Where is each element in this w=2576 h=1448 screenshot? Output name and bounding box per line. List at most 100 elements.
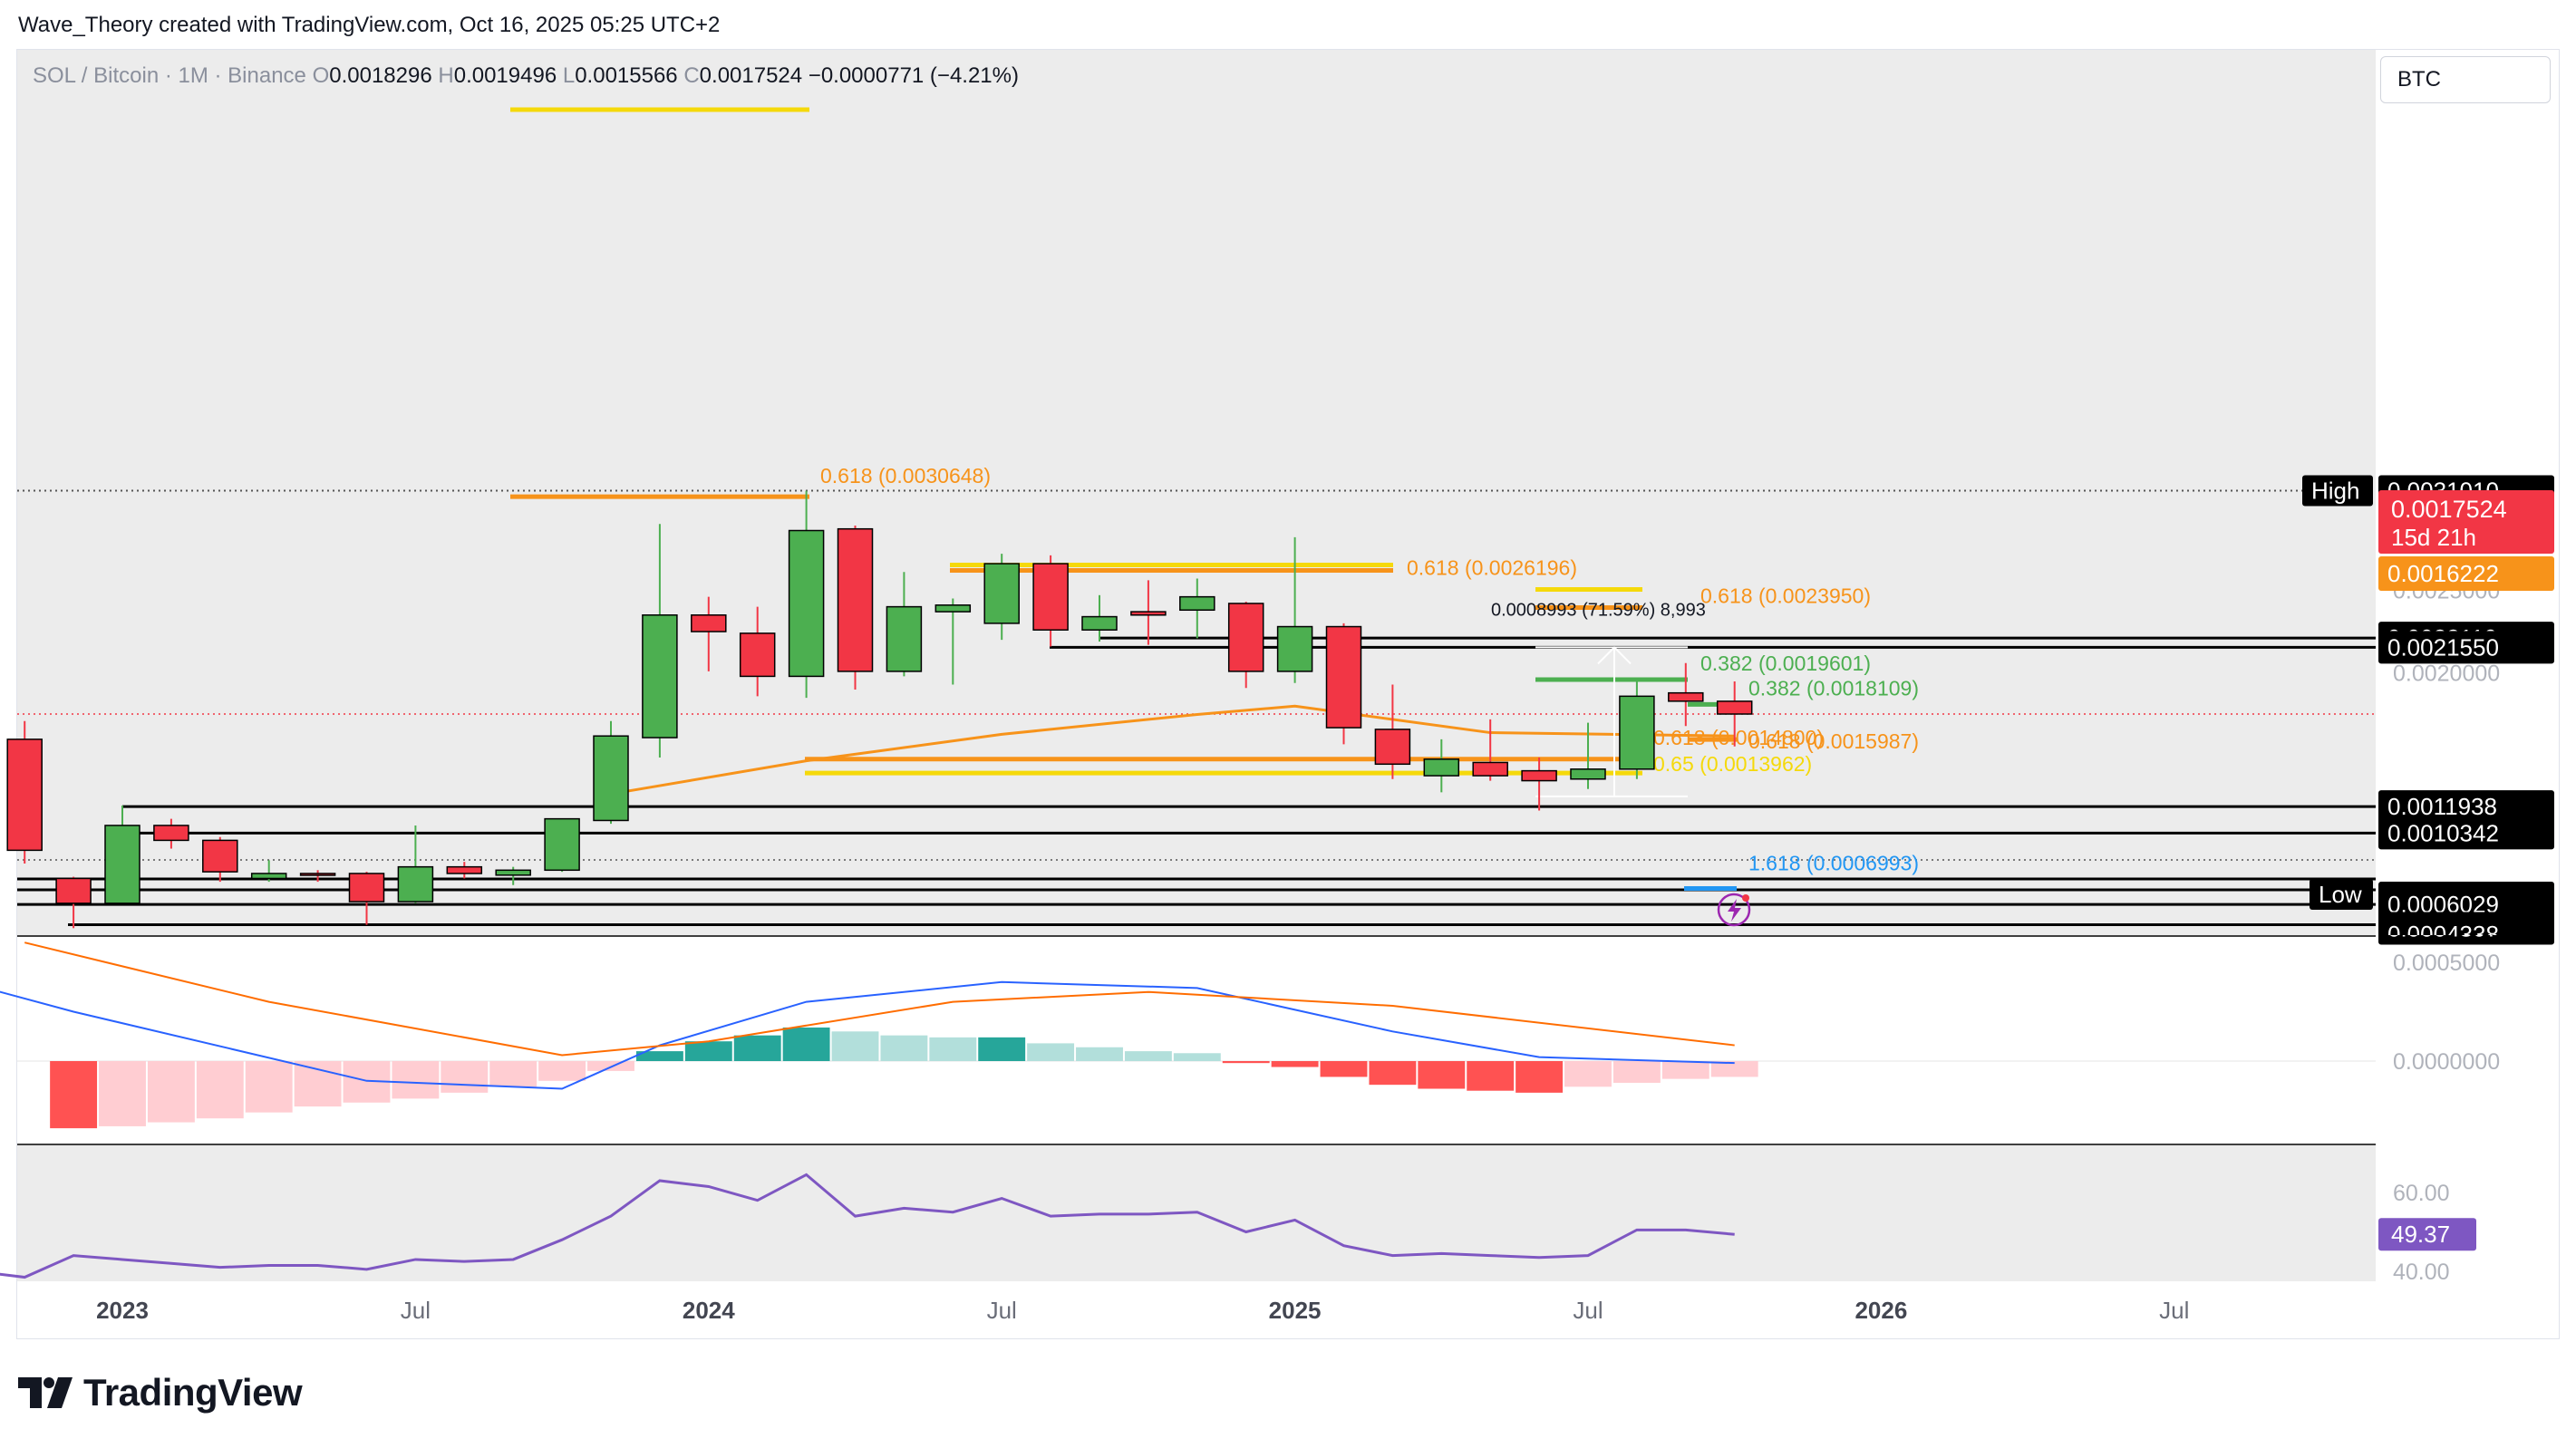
candle-body[interactable] — [1032, 563, 1069, 631]
macd-histogram-bar — [1173, 1053, 1221, 1061]
candle-body[interactable] — [544, 817, 580, 872]
candle-body[interactable] — [691, 613, 727, 632]
candle-body[interactable] — [837, 527, 874, 672]
axes: 0.00300000.00250000.0020000High0.0031010… — [17, 475, 2554, 1324]
open-label: O — [312, 63, 330, 88]
macd-histogram-bar — [50, 1061, 98, 1129]
candle-body[interactable] — [1423, 758, 1460, 777]
current-price-tag[interactable] — [2378, 490, 2554, 554]
price-pane[interactable]: 0.618 (0.0030648) 0.618 (0.0026196) 0.618 … — [6, 107, 2376, 929]
macd-line[interactable] — [0, 972, 1735, 1090]
open-value: 0.0018296 — [329, 63, 432, 88]
lightning-icon[interactable] — [1717, 893, 1751, 927]
price-tag[interactable] — [2378, 556, 2554, 591]
candle-body[interactable] — [1668, 691, 1704, 702]
candle-body[interactable] — [983, 563, 1020, 624]
tradingview-logo[interactable]: TradingView — [18, 1370, 303, 1415]
price-tag[interactable] — [2378, 816, 2554, 850]
candle-body[interactable] — [104, 825, 140, 904]
candle-body[interactable] — [1081, 615, 1118, 631]
macd-histogram-bar — [782, 1027, 830, 1061]
time-axis-label: 2024 — [683, 1297, 735, 1324]
candle-body[interactable] — [642, 613, 678, 738]
macd-histogram-bar — [1271, 1061, 1319, 1067]
candle-body[interactable] — [153, 825, 189, 842]
fib-level-label: 0.618 (0.0026196) — [1407, 555, 1577, 579]
macd-histogram-bar — [441, 1061, 489, 1093]
candle-body[interactable] — [1374, 729, 1411, 766]
measure-arrowhead — [1597, 645, 1632, 665]
price-axis-tick: 0.0020000 — [2393, 661, 2500, 687]
candle-body[interactable] — [250, 873, 287, 880]
candle-body[interactable] — [202, 839, 238, 873]
macd-histogram-bar — [1027, 1043, 1075, 1061]
candle-body[interactable] — [1227, 603, 1264, 672]
high-value: 0.0019496 — [453, 63, 557, 88]
fib-level-label: 1.618 (0.0006993) — [1748, 852, 1919, 875]
macd-histogram-bar — [1369, 1061, 1417, 1086]
fib-level-label: 0.618 (0.0030648) — [820, 464, 991, 487]
candle-body[interactable] — [1521, 769, 1557, 782]
candle-body[interactable] — [935, 604, 972, 613]
candle-body[interactable] — [1716, 700, 1753, 715]
macd-histogram-bar — [538, 1061, 586, 1081]
symbol-title[interactable]: SOL / Bitcoin · 1M · Binance — [33, 63, 306, 88]
price-tag-text: High — [2311, 477, 2359, 504]
candle-body[interactable] — [1570, 768, 1606, 780]
rsi-line[interactable] — [0, 1173, 1735, 1279]
chart-frame[interactable] — [16, 49, 2560, 1339]
candle-body[interactable] — [299, 873, 336, 876]
fib-level-label: 0.618 (0.0014800) — [1653, 726, 1824, 749]
candle-body[interactable] — [397, 865, 434, 903]
rsi-value-tag[interactable] — [2378, 1218, 2476, 1251]
price-tag-text: 0.0021550 — [2387, 633, 2499, 661]
macd-pane[interactable] — [0, 941, 2376, 1129]
price-tag[interactable] — [2310, 879, 2373, 910]
candle-body[interactable] — [6, 738, 43, 852]
price-tag[interactable] — [2378, 631, 2554, 664]
candle-body[interactable] — [788, 529, 825, 678]
macd-histogram-bar — [831, 1031, 879, 1061]
macd-histogram-bar — [392, 1061, 440, 1099]
close-value: 0.0017524 — [699, 63, 803, 88]
time-axis-label: 2023 — [96, 1297, 149, 1324]
macd-histogram-bar — [1661, 1061, 1709, 1079]
candle-body[interactable] — [593, 735, 629, 822]
candle-body[interactable] — [55, 877, 92, 904]
macd-histogram-bar — [1320, 1061, 1368, 1077]
candle-body[interactable] — [886, 605, 923, 672]
fib-level-label: 0.382 (0.0018109) — [1748, 676, 1919, 700]
candle-body[interactable] — [1179, 595, 1215, 612]
candle-body[interactable] — [1130, 611, 1167, 616]
macd-histogram-bar — [635, 1051, 683, 1061]
candle-body[interactable] — [1472, 761, 1508, 777]
macd-histogram-bar — [1418, 1061, 1466, 1089]
rsi-value: 49.37 — [2391, 1221, 2450, 1248]
macd-histogram-bar — [1222, 1061, 1270, 1064]
candle-body[interactable] — [739, 632, 776, 678]
candle-body[interactable] — [348, 873, 385, 903]
currency-button[interactable]: BTC — [2380, 56, 2551, 103]
fib-level-label: 0.65 (0.0013962) — [1653, 752, 1812, 776]
time-axis-label: Jul — [987, 1297, 1017, 1324]
rsi-pane[interactable] — [0, 1173, 1735, 1279]
time-axis-label: Jul — [401, 1297, 431, 1324]
macd-histogram-bar — [245, 1061, 293, 1113]
macd-axis-tick: 0.0005000 — [2393, 951, 2500, 976]
candle-body[interactable] — [1619, 695, 1655, 770]
candle-body[interactable] — [495, 869, 531, 876]
price-tag — [2378, 919, 2554, 935]
price-tag[interactable] — [2378, 790, 2554, 824]
measure-label: 0.0008993 (71.59%) 8,993 — [1491, 600, 1706, 620]
macd-histogram-bar — [1467, 1061, 1515, 1091]
candle-body[interactable] — [1276, 625, 1313, 672]
price-tag[interactable] — [2302, 475, 2373, 507]
candle-body[interactable] — [446, 865, 483, 874]
time-axis-label: 2026 — [1855, 1297, 1907, 1324]
macd-histogram-bar — [1516, 1061, 1564, 1093]
candle-body[interactable] — [1325, 625, 1362, 729]
macd-signal-line[interactable] — [24, 941, 1735, 1057]
close-label: C — [683, 63, 700, 88]
macd-histogram-bar — [1710, 1061, 1758, 1077]
